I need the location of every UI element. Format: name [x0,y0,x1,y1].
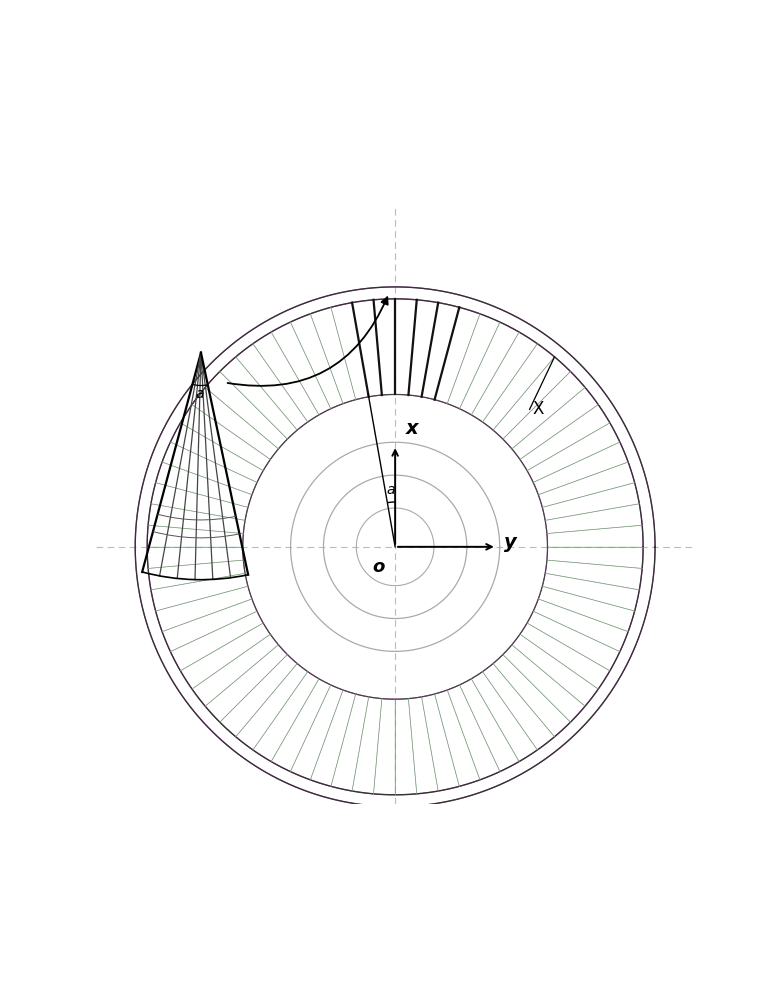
Text: X: X [533,400,544,418]
Text: a: a [386,483,395,497]
Text: a: a [196,387,204,401]
Text: o: o [372,558,385,576]
Text: y: y [504,533,517,552]
Text: x: x [406,419,419,438]
